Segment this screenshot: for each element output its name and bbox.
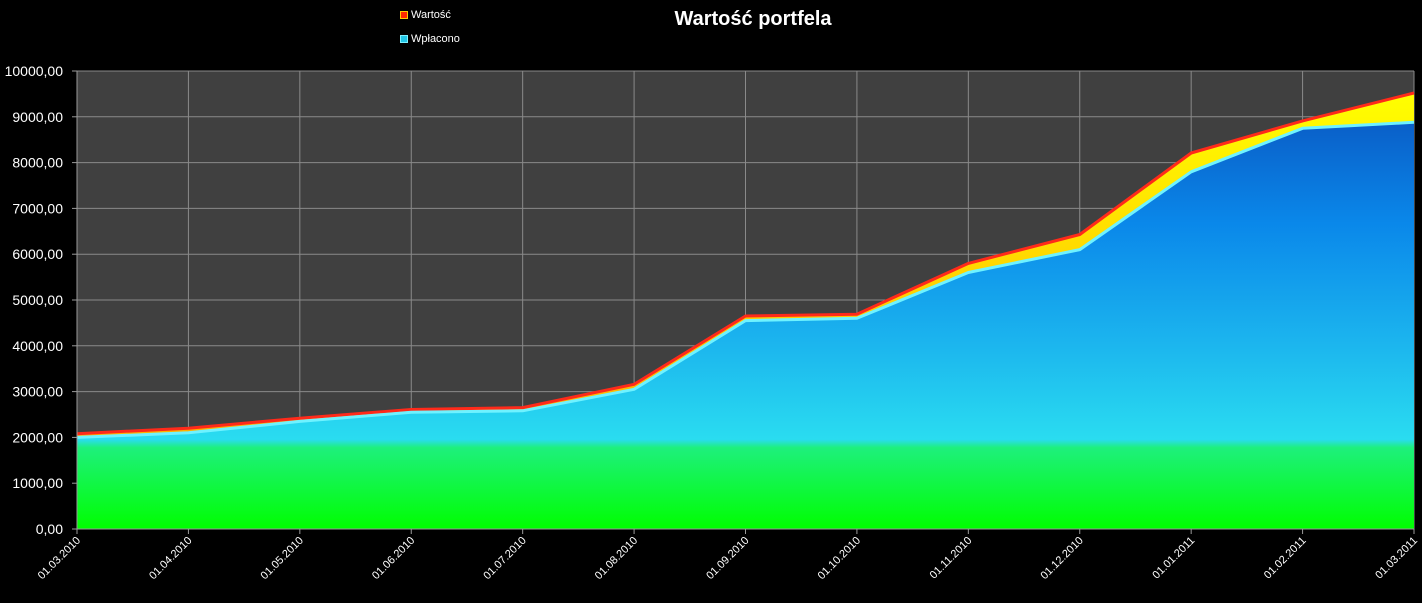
x-tick-label: 01.01.2011 xyxy=(1150,535,1197,582)
y-tick-label: 1000,00 xyxy=(12,475,63,491)
x-tick-label: 01.08.2010 xyxy=(593,535,640,582)
series-line-wplacono xyxy=(76,120,1415,439)
x-tick-label: 01.04.2010 xyxy=(147,535,194,582)
legend-swatch-wartosc xyxy=(400,11,408,19)
series-line-wartosc xyxy=(76,91,1415,436)
y-tick-label: 9000,00 xyxy=(12,109,63,125)
x-tick-label: 01.09.2010 xyxy=(704,535,751,582)
x-tick-label: 01.02.2011 xyxy=(1262,535,1309,582)
legend-label-wartosc: Wartość xyxy=(411,9,451,21)
y-tick-label: 3000,00 xyxy=(12,384,63,400)
y-tick-label: 6000,00 xyxy=(12,246,63,262)
y-tick-label: 8000,00 xyxy=(12,155,63,171)
x-tick-label: 01.05.2010 xyxy=(259,535,306,582)
x-tick-label: 01.03.2011 xyxy=(1373,535,1420,582)
x-tick-label: 01.12.2010 xyxy=(1038,535,1085,582)
y-tick-label: 10000,00 xyxy=(5,63,64,79)
legend-label-wplacono: Wpłacono xyxy=(411,33,460,45)
y-tick-label: 0,00 xyxy=(36,521,63,537)
x-tick-label: 01.06.2010 xyxy=(370,535,417,582)
y-tick-label: 4000,00 xyxy=(12,338,63,354)
legend-swatch-wplacono xyxy=(400,35,408,43)
legend: Wartość Wpłacono xyxy=(400,9,460,57)
legend-item-wartosc: Wartość xyxy=(400,9,460,21)
legend-item-wplacono: Wpłacono xyxy=(400,33,460,45)
y-tick-label: 2000,00 xyxy=(12,429,63,445)
y-tick-label: 7000,00 xyxy=(12,200,63,216)
y-tick-label: 5000,00 xyxy=(12,292,63,308)
x-tick-label: 01.03.2010 xyxy=(36,535,83,582)
areas xyxy=(76,91,1415,530)
chart-title: Wartość portfela xyxy=(674,8,832,30)
series-area-wplacono xyxy=(77,122,1414,530)
x-tick-label: 01.11.2010 xyxy=(928,535,975,582)
x-tick-label: 01.10.2010 xyxy=(816,535,863,582)
x-tick-label: 01.07.2010 xyxy=(481,535,528,582)
